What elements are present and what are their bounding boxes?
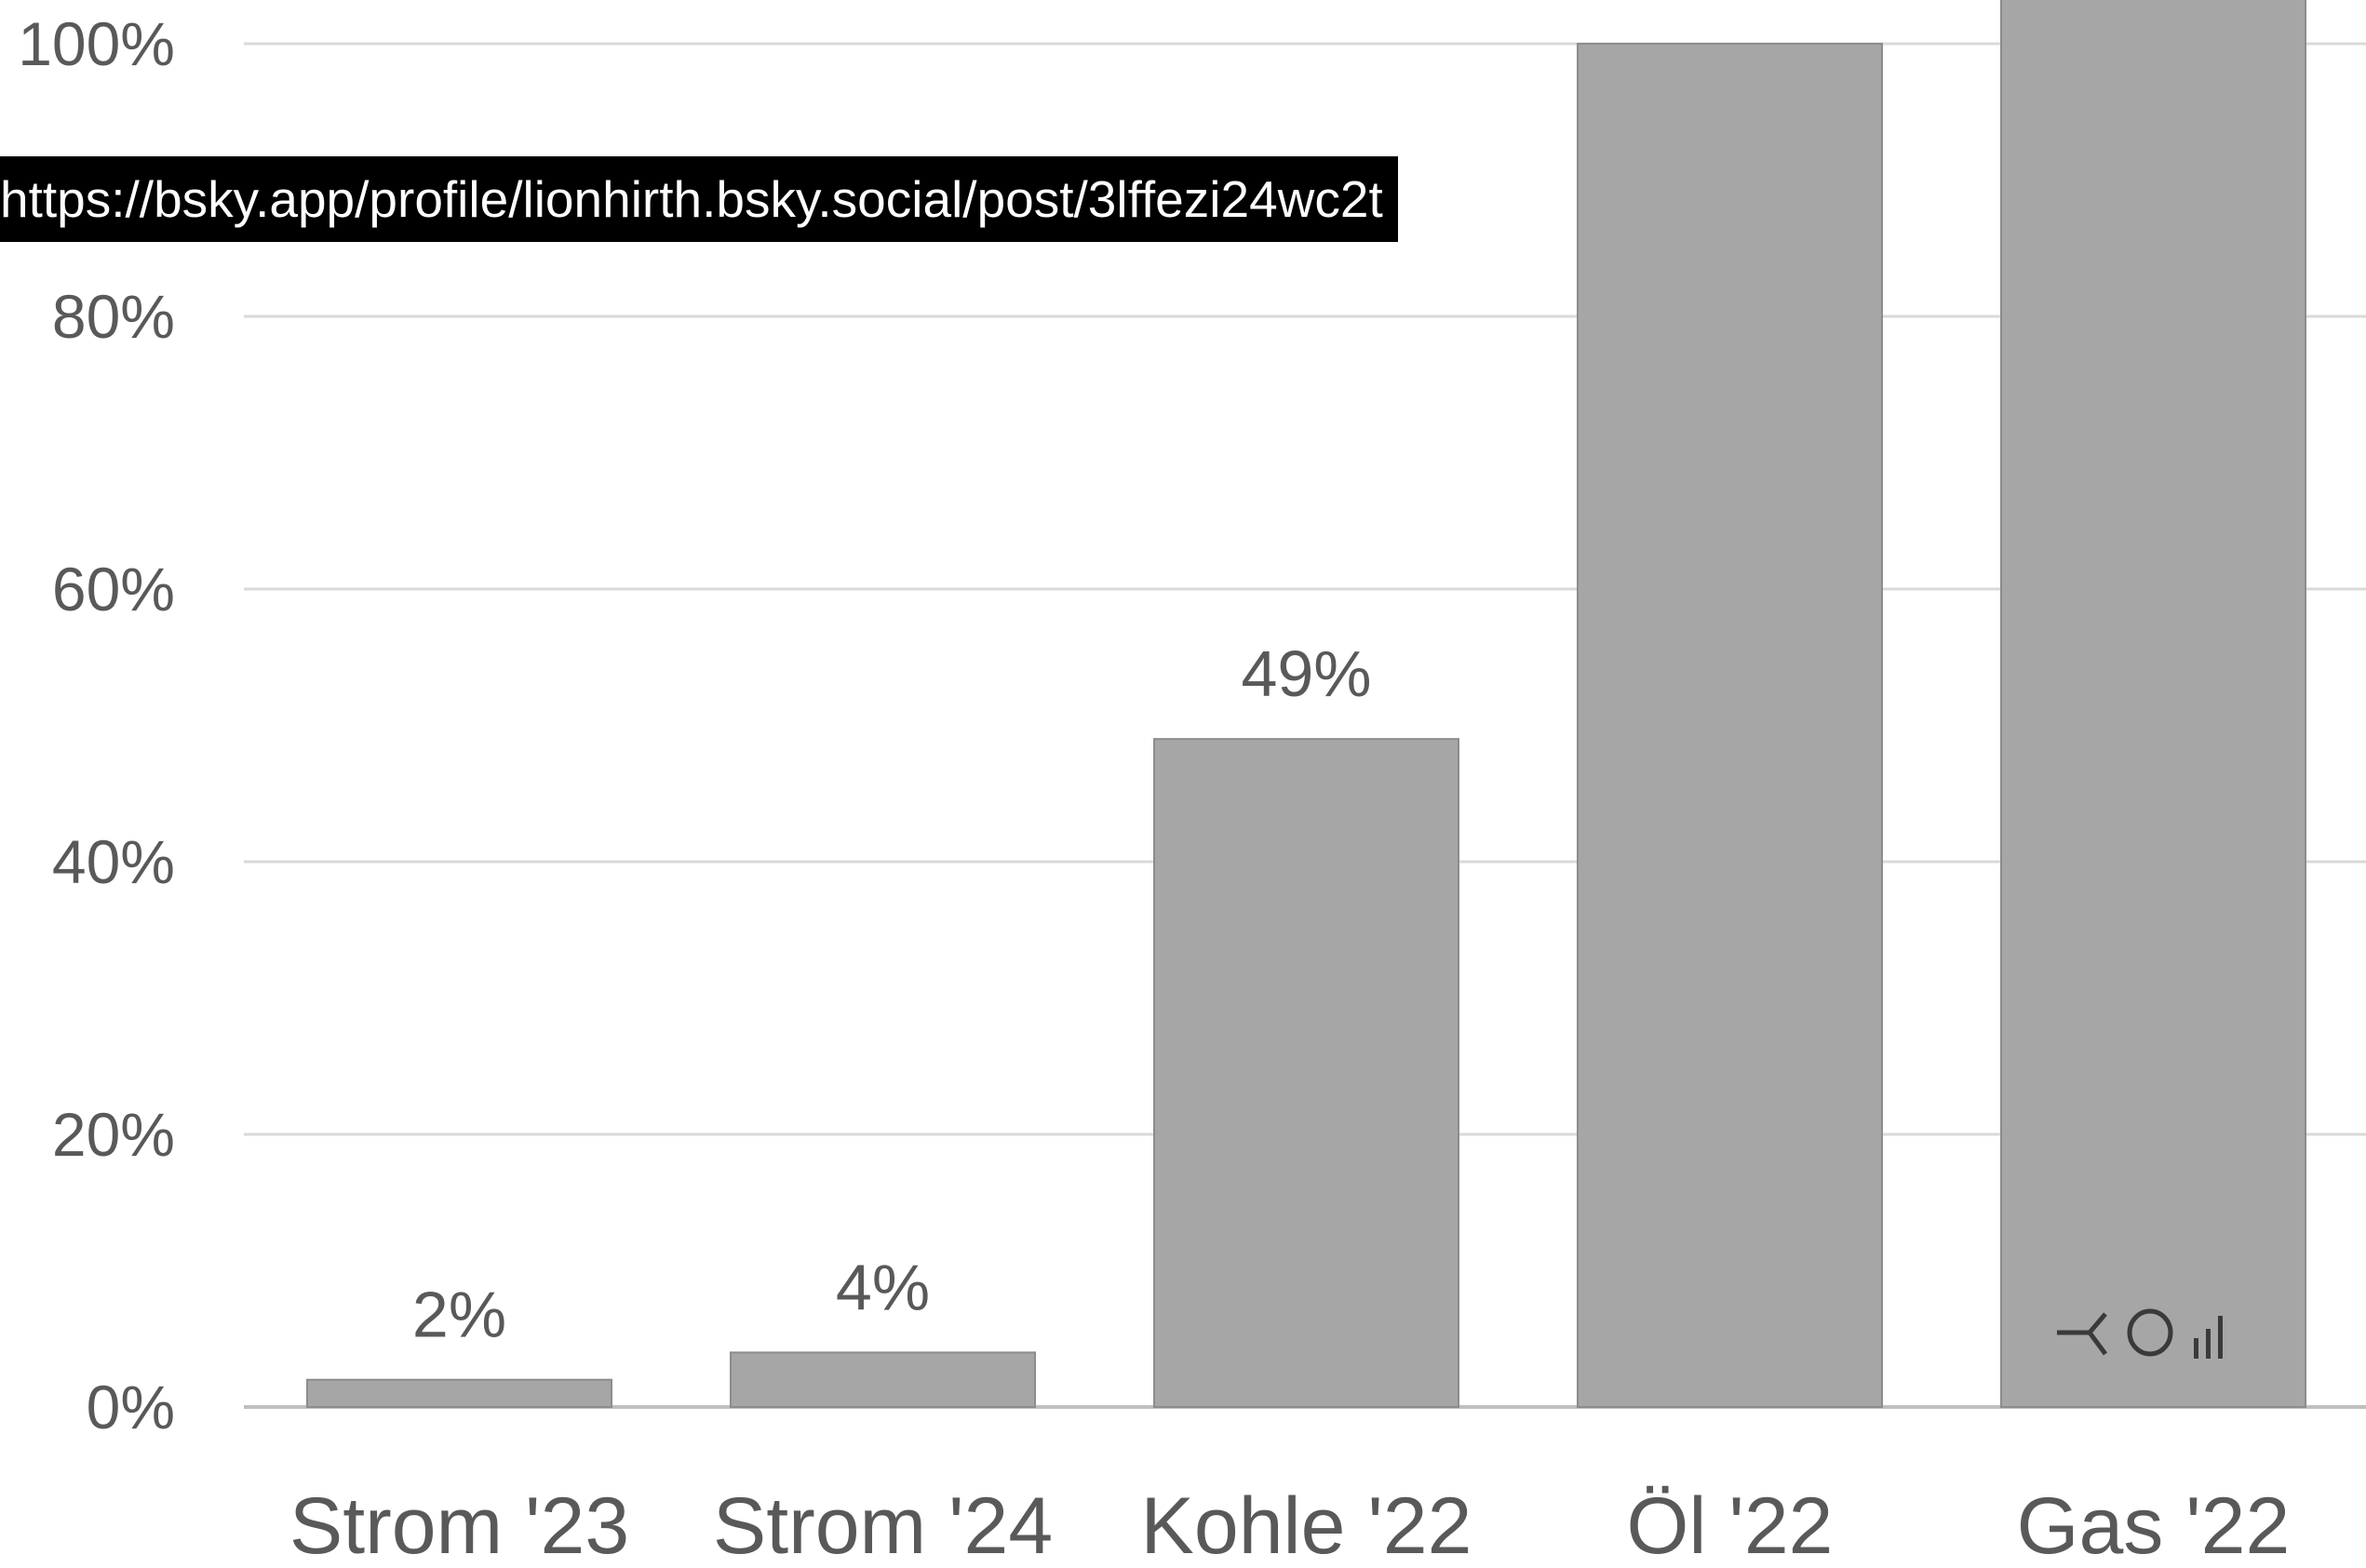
y-tick-label: 20% bbox=[52, 1100, 175, 1169]
bar bbox=[1153, 738, 1459, 1408]
bar bbox=[306, 1378, 612, 1408]
y-tick-label: 60% bbox=[52, 555, 175, 623]
bar bbox=[1577, 43, 1883, 1408]
x-tick-label: Gas '22 bbox=[2017, 1481, 2291, 1563]
bars bbox=[306, 0, 2306, 1409]
data-label: 49% bbox=[1241, 637, 1371, 710]
x-tick-label: Kohle '22 bbox=[1141, 1481, 1472, 1563]
bar bbox=[2000, 0, 2306, 1408]
x-tick-label: Strom '24 bbox=[713, 1481, 1053, 1563]
x-tick-label: Öl '22 bbox=[1627, 1481, 1834, 1563]
x-axis-ticks: Strom '23 Strom '24 Kohle '22 Öl '22 Gas '22 bbox=[289, 1481, 2291, 1568]
y-tick-label: 0% bbox=[87, 1373, 175, 1441]
data-label: 2% bbox=[412, 1279, 506, 1351]
y-axis-ticks: 0% 20% 40% 60% 80% 100% bbox=[18, 9, 175, 1441]
bar bbox=[730, 1351, 1036, 1409]
x-tick-label: Strom '23 bbox=[289, 1481, 629, 1563]
data-labels: 2% 4% 49% bbox=[412, 637, 1372, 1351]
url-overlay: https://bsky.app/profile/lionhirth.bsky.… bbox=[0, 156, 1398, 242]
data-label: 4% bbox=[836, 1251, 930, 1323]
y-tick-label: 100% bbox=[18, 9, 175, 78]
brand-logo-icon bbox=[2057, 1308, 2223, 1359]
y-tick-label: 40% bbox=[52, 827, 175, 896]
y-tick-label: 80% bbox=[52, 282, 175, 351]
